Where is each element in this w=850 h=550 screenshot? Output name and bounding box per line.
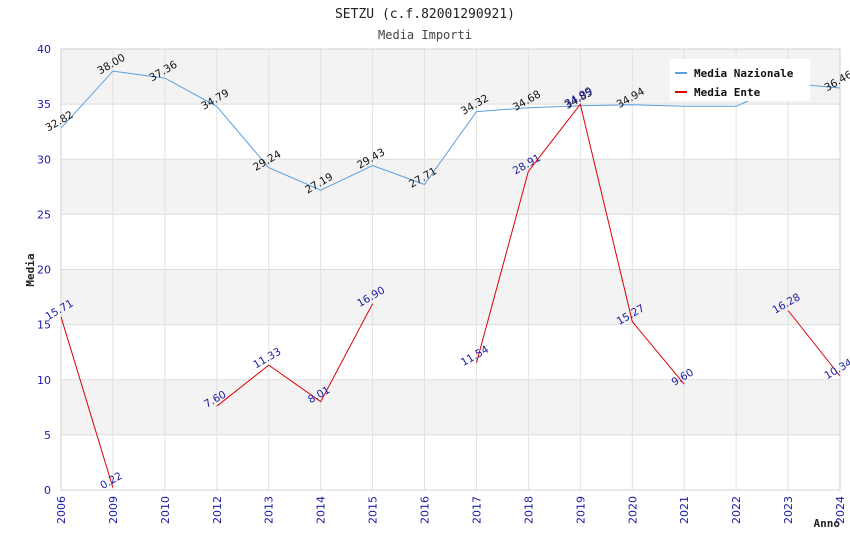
y-tick-label: 5 (44, 429, 51, 442)
series-1 (60, 70, 841, 191)
legend: Media Nazionale Media Ente (670, 59, 810, 101)
x-tick-label: 2018 (522, 496, 535, 524)
grid-band (61, 434, 840, 490)
x-tick-label: 2022 (730, 496, 743, 524)
series-line-segment (476, 103, 685, 385)
series-line-segment (216, 303, 374, 407)
grid-band (61, 324, 840, 380)
plot-border (60, 48, 841, 491)
y-tick-label: 25 (37, 208, 51, 221)
grid-band (61, 214, 840, 270)
grid-band (61, 269, 840, 325)
x-tick-label: 2015 (367, 496, 380, 524)
grid-band (61, 379, 840, 435)
x-tick-label: 2023 (782, 496, 795, 524)
x-tick-label: 2006 (55, 496, 68, 524)
x-tick-label: 2019 (574, 496, 587, 524)
y-tick-label: 40 (37, 43, 51, 56)
y-tick-label: 35 (37, 98, 51, 111)
x-tick-label: 2024 (834, 496, 847, 524)
y-tick-label: 20 (37, 264, 51, 277)
y-tick-label: 15 (37, 319, 51, 332)
legend-box (670, 59, 810, 101)
x-tick-label: 2016 (419, 496, 432, 524)
series-line-segment (60, 70, 841, 191)
x-tick-label: 2009 (107, 496, 120, 524)
x-tick-label: 2013 (263, 496, 276, 524)
y-axis-label: Media (24, 253, 37, 286)
x-tick-label: 2021 (678, 496, 691, 524)
y-tick-label: 10 (37, 374, 51, 387)
x-tick-label: 2012 (211, 496, 224, 524)
legend-entry: Media Ente (694, 86, 761, 99)
x-tick-label: 2017 (470, 496, 483, 524)
series-line-segment (60, 316, 114, 488)
x-axis-label: Anno (814, 517, 841, 530)
y-tick-label: 30 (37, 153, 51, 166)
grid-band (61, 159, 840, 215)
grid-bands (61, 49, 840, 490)
x-tick-label: 2020 (626, 496, 639, 524)
axes: 0 5 10 15 20 25 30 35 40 2006 2009 2010 2012 2013 2014… (37, 43, 847, 524)
chart-subtitle: Media Importi (378, 28, 472, 42)
series-line-segment (787, 310, 841, 377)
grid-band (61, 104, 840, 160)
series-layer (60, 70, 841, 488)
x-tick-label: 2014 (315, 496, 328, 524)
y-tick-label: 0 (44, 484, 51, 497)
series-2 (60, 103, 841, 488)
chart-title: SETZU (c.f.82001290921) (335, 7, 515, 22)
x-tick-label: 2010 (159, 496, 172, 524)
legend-entry: Media Nazionale (694, 67, 794, 80)
